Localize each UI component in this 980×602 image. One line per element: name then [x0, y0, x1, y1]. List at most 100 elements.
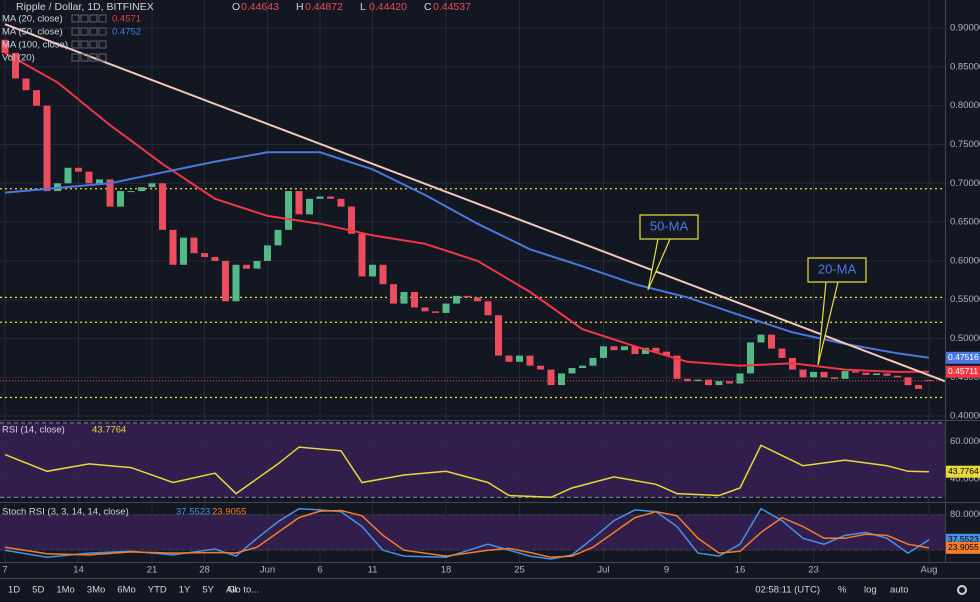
candle: [810, 371, 817, 378]
candle: [127, 191, 135, 193]
candle: [85, 171, 93, 184]
legend-icon[interactable]: [98, 27, 107, 36]
x-tick-label: 28: [199, 565, 210, 576]
x-tick-label: 11: [368, 565, 378, 576]
candle: [747, 342, 754, 374]
candle: [43, 105, 51, 192]
range-button[interactable]: All: [226, 585, 237, 596]
candle: [159, 183, 166, 230]
legend-icon[interactable]: [80, 27, 89, 36]
candle: [180, 237, 187, 265]
range-button[interactable]: 1D: [8, 585, 20, 596]
legend-icon[interactable]: [71, 27, 80, 36]
legend-icon[interactable]: [89, 53, 98, 62]
indicator-band: [0, 422, 945, 498]
candle: [379, 264, 387, 285]
range-button[interactable]: 3Mo: [87, 585, 105, 596]
goto-button[interactable]: Go to...: [228, 585, 259, 596]
indicator-legend: MA (100, close): [2, 40, 68, 51]
legend-icon[interactable]: [89, 40, 98, 49]
candle: [852, 371, 859, 373]
candle: [211, 257, 219, 261]
candle: [432, 311, 439, 313]
price-marker: [946, 365, 980, 378]
ohlc-key: C: [424, 1, 432, 13]
candle: [526, 355, 534, 366]
value-marker-label: 23.9055: [948, 542, 979, 552]
candle: [778, 348, 786, 358]
candle: [589, 357, 597, 366]
candle: [516, 355, 523, 362]
range-button[interactable]: 5D: [32, 585, 44, 596]
candle: [369, 264, 376, 277]
legend-icon[interactable]: [80, 53, 89, 62]
scale-option[interactable]: auto: [890, 585, 909, 596]
candle: [474, 297, 481, 302]
range-button[interactable]: YTD: [148, 585, 167, 596]
scale-option[interactable]: log: [864, 585, 877, 596]
candle: [306, 198, 313, 215]
scale-option[interactable]: %: [838, 585, 847, 596]
candle: [484, 301, 492, 316]
candle: [190, 237, 198, 254]
indicator-legend: Vol (20): [2, 53, 35, 64]
legend-icon[interactable]: [71, 14, 80, 23]
range-button[interactable]: 1Mo: [56, 585, 74, 596]
candle: [222, 260, 229, 302]
candle: [337, 198, 345, 207]
legend-icon[interactable]: [89, 27, 98, 36]
candle: [831, 377, 838, 379]
annotation-box: [807, 257, 867, 283]
indicator-legend: MA (50, close): [2, 27, 63, 38]
x-tick-label: Jun: [260, 565, 275, 576]
legend-icon[interactable]: [80, 14, 89, 23]
legend-icon[interactable]: [98, 14, 107, 23]
range-button[interactable]: 6Mo: [117, 585, 135, 596]
legend-icon[interactable]: [80, 40, 89, 49]
candle: [64, 167, 72, 184]
ohlc-value: 0.44537: [433, 1, 471, 13]
candle: [684, 378, 691, 382]
candle: [925, 380, 933, 382]
legend-icon[interactable]: [71, 40, 80, 49]
legend-icon[interactable]: [98, 53, 107, 62]
ohlc-key: O: [232, 1, 240, 13]
candle: [799, 369, 807, 378]
candle: [243, 264, 250, 269]
annotation-text: 50-MA: [650, 218, 689, 233]
candle: [358, 233, 366, 277]
moving-average-line: [4, 151, 930, 359]
x-tick-label: 18: [441, 565, 452, 576]
indicator-line: [4, 509, 930, 559]
settings-icon[interactable]: [957, 585, 967, 595]
moving-average-line: [4, 52, 930, 373]
legend-icon[interactable]: [98, 40, 107, 49]
range-button[interactable]: 1Y: [179, 585, 191, 596]
value-marker-label: 43.7764: [948, 466, 979, 476]
candle: [495, 315, 502, 356]
candle: [33, 90, 40, 106]
indicator-value: 43.7764: [92, 425, 126, 436]
price-marker-label: 0.45711: [948, 366, 978, 376]
chart-title: Ripple / Dollar, 1D, BITFINEX: [16, 1, 154, 13]
range-button[interactable]: 5Y: [202, 585, 214, 596]
legend-icon[interactable]: [71, 53, 80, 62]
candle: [736, 373, 744, 384]
candle: [148, 183, 156, 188]
candle: [253, 260, 261, 269]
candle: [768, 334, 775, 349]
x-tick-label: 9: [664, 565, 669, 576]
legend-icon[interactable]: [89, 14, 98, 23]
candle: [12, 52, 19, 79]
candle: [537, 365, 544, 370]
candle: [579, 365, 586, 369]
candle: [558, 373, 565, 386]
